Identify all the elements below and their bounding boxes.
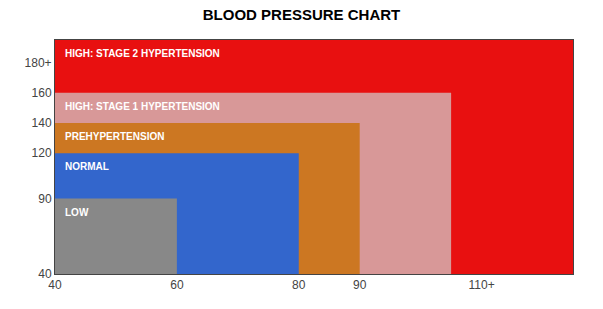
- svg-text:80: 80: [292, 278, 306, 292]
- svg-text:40: 40: [38, 267, 52, 281]
- svg-text:110+: 110+: [469, 278, 495, 292]
- svg-text:180+: 180+: [25, 56, 52, 70]
- svg-text:PREHYPERTENSION: PREHYPERTENSION: [65, 131, 164, 142]
- svg-text:90: 90: [353, 278, 367, 292]
- svg-text:NORMAL: NORMAL: [65, 161, 109, 172]
- svg-text:140: 140: [32, 116, 52, 130]
- svg-text:120: 120: [32, 146, 52, 160]
- svg-text:LOW: LOW: [65, 207, 89, 218]
- svg-text:60: 60: [170, 278, 184, 292]
- svg-text:160: 160: [32, 86, 52, 100]
- svg-text:90: 90: [38, 192, 52, 206]
- svg-text:40: 40: [48, 278, 62, 292]
- svg-text:HIGH: STAGE 1 HYPERTENSION: HIGH: STAGE 1 HYPERTENSION: [65, 101, 220, 112]
- svg-text:BLOOD PRESSURE CHART: BLOOD PRESSURE CHART: [203, 6, 401, 23]
- svg-text:HIGH: STAGE 2 HYPERTENSION: HIGH: STAGE 2 HYPERTENSION: [65, 48, 220, 59]
